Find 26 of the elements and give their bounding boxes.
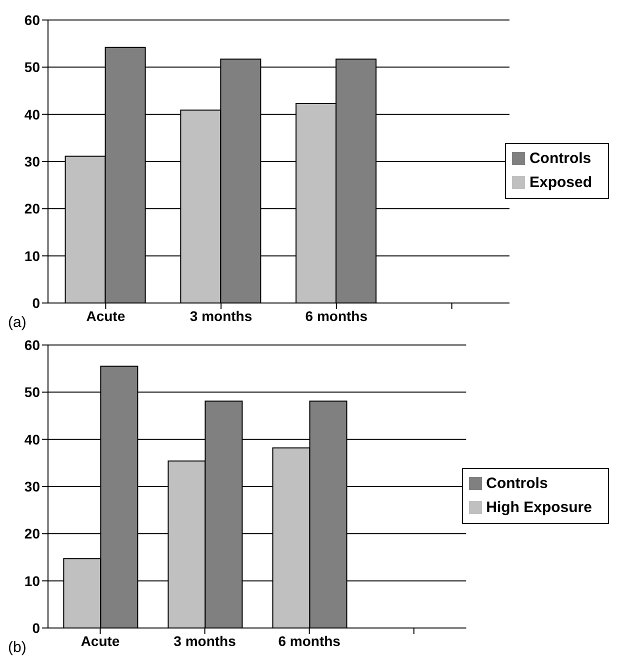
- x-tick-label: Acute: [86, 308, 126, 324]
- legend-label: High Exposure: [486, 498, 592, 516]
- y-tick-label: 40: [24, 106, 40, 122]
- legend-label: Controls: [529, 150, 592, 166]
- y-tick-label: 10: [24, 248, 40, 264]
- text: (b): [8, 639, 26, 656]
- y-tick-label: 50: [24, 384, 40, 400]
- y-tick-label: 20: [24, 200, 40, 217]
- x-tick-label: 6 months: [305, 308, 368, 324]
- y-tick-label: 20: [24, 526, 40, 542]
- text: (a): [8, 314, 26, 331]
- x-tick-label: 3 months: [174, 632, 236, 649]
- x-tick-label: Acute: [80, 632, 120, 649]
- y-tick-label: 30: [24, 153, 40, 170]
- y-tick-label: 40: [24, 431, 40, 448]
- y-tick-label: 30: [24, 478, 40, 494]
- y-tick-label: 0: [32, 620, 40, 636]
- y-tick-label: 50: [24, 59, 40, 76]
- y-tick-label: 60: [24, 336, 40, 353]
- y-tick-label: 0: [32, 294, 40, 311]
- x-tick-label: 3 months: [190, 308, 252, 324]
- y-tick-label: 10: [24, 572, 40, 589]
- legend-label: Controls: [486, 474, 548, 492]
- y-tick-label: 60: [24, 12, 40, 28]
- legend-label: Exposed: [529, 174, 592, 190]
- x-tick-label: 6 months: [278, 632, 341, 649]
